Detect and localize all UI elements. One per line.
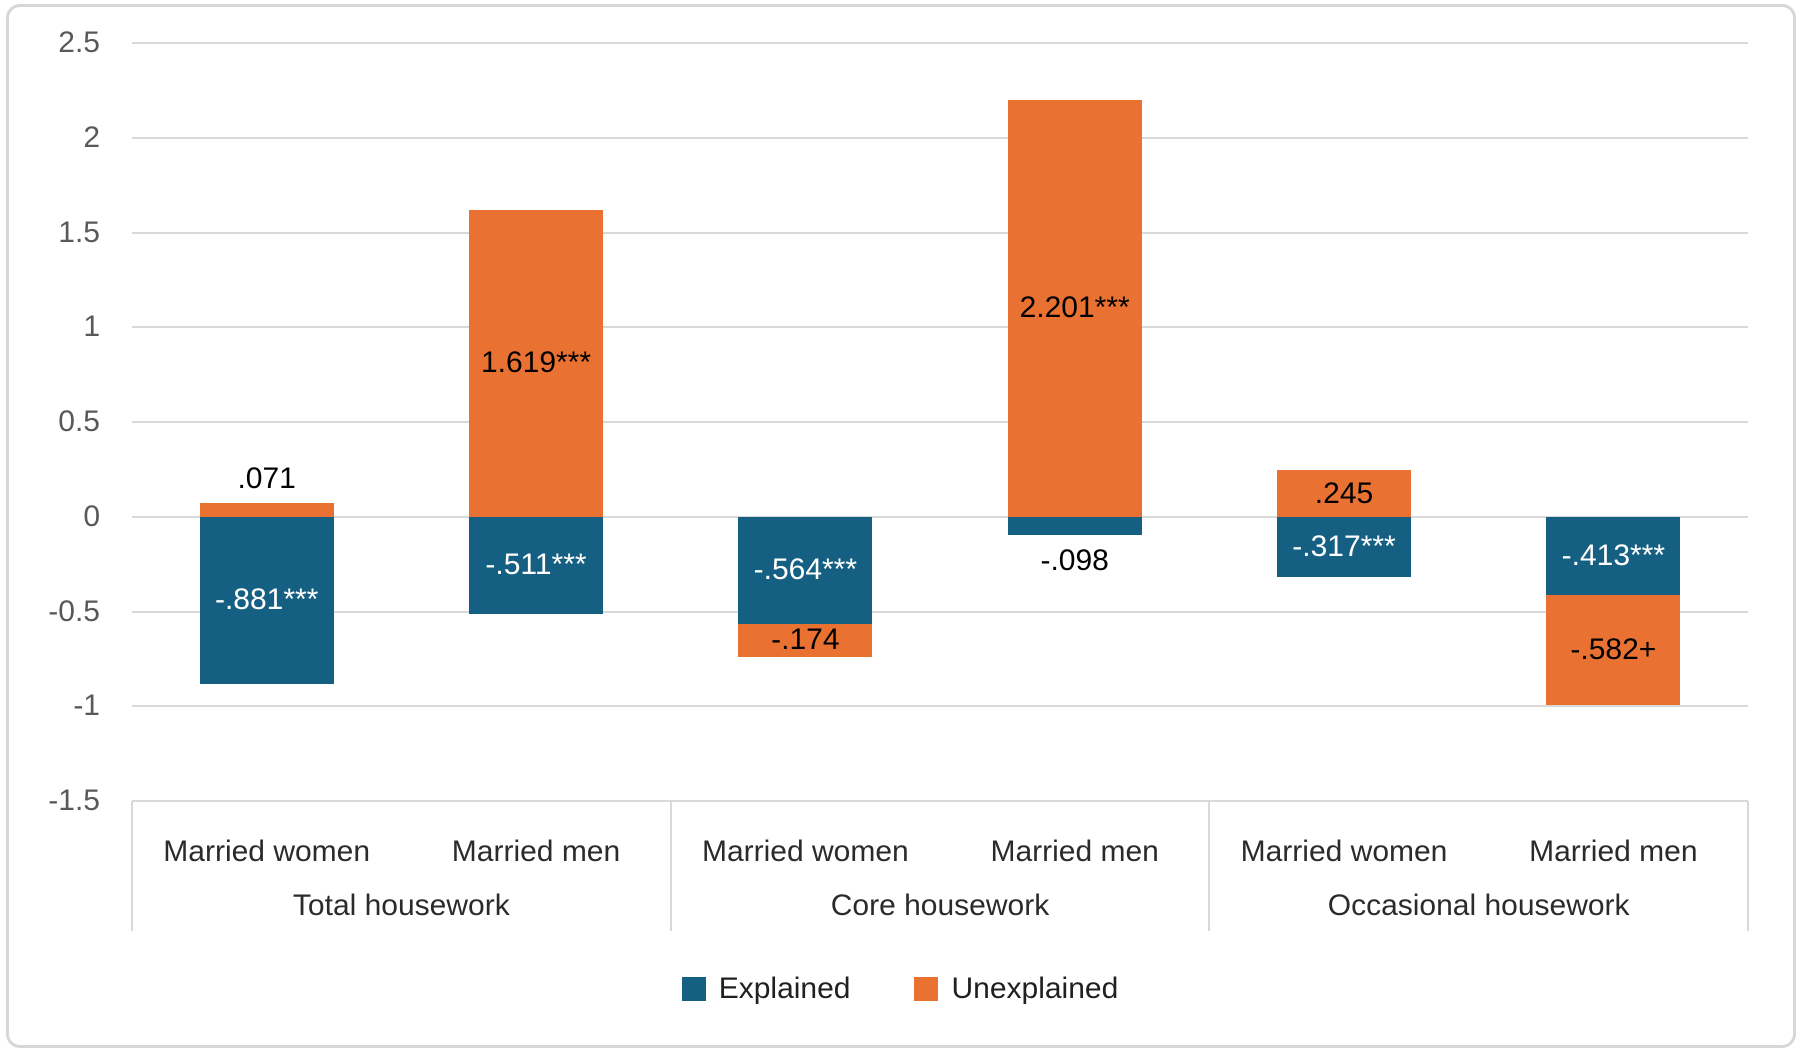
- legend-swatch-unexplained: [914, 977, 939, 1001]
- legend-item-explained: Explained: [681, 972, 851, 1006]
- group-label: Occasional housework: [1327, 889, 1630, 922]
- y-axis-tick-label: -1.5: [48, 784, 100, 817]
- data-label: -.098: [1040, 544, 1109, 578]
- bar-segment-unexplained: [469, 209, 603, 517]
- category-divider: [1208, 801, 1211, 931]
- data-label: .071: [237, 462, 296, 496]
- category-label: Married men: [990, 835, 1159, 868]
- data-label: -.564***: [753, 553, 858, 587]
- bar-segment-unexplained: [1277, 470, 1411, 517]
- gridline: [132, 326, 1748, 329]
- y-axis-tick-label: 0.5: [58, 405, 100, 438]
- gridline: [132, 610, 1748, 613]
- y-axis-tick-label: -1: [73, 689, 100, 723]
- bar-segment-explained: [1546, 516, 1681, 595]
- category-label: Married women: [1240, 835, 1448, 868]
- gridline: [132, 421, 1748, 423]
- bar-segment-unexplained: [738, 623, 873, 657]
- category-label: Married women: [163, 835, 371, 868]
- data-label: 1.619***: [480, 346, 592, 380]
- y-axis-tick-label: 1: [83, 310, 100, 344]
- gridline: [132, 42, 1748, 44]
- bar-segment-explained: [469, 516, 603, 614]
- legend-label: Unexplained: [951, 972, 1119, 1005]
- bar-segment-unexplained: [1007, 99, 1142, 517]
- gridline: [132, 705, 1748, 708]
- category-divider: [669, 801, 672, 931]
- gridline: [132, 231, 1748, 234]
- category-divider: [1747, 801, 1749, 931]
- data-label: -.317***: [1292, 529, 1396, 563]
- category-label: Married women: [701, 835, 909, 868]
- data-label: -.881***: [214, 583, 319, 617]
- gridline: [132, 136, 1748, 139]
- gridline: [132, 515, 1748, 518]
- data-label: 2.201***: [1019, 291, 1130, 325]
- legend-item-unexplained: Unexplained: [914, 972, 1118, 1006]
- data-label: -.413***: [1561, 538, 1666, 572]
- category-label: Married men: [451, 835, 621, 868]
- y-axis-tick-label: 0: [83, 499, 100, 533]
- data-label: -.511***: [485, 548, 587, 582]
- bar-segment-explained: [199, 516, 334, 684]
- group-label: Core housework: [830, 889, 1050, 922]
- y-axis-tick-label: 2: [83, 120, 100, 154]
- bar-segment-explained: [1007, 516, 1142, 536]
- data-label: .245: [1314, 476, 1374, 510]
- bar-segment-explained: [738, 516, 873, 624]
- group-label: Total housework: [292, 889, 510, 922]
- y-axis-tick-label: 1.5: [58, 215, 100, 249]
- data-label: -.582+: [1570, 633, 1657, 667]
- category-label: Married men: [1529, 835, 1698, 868]
- x-axis-line: [132, 800, 1748, 802]
- bar-segment-explained: [1277, 516, 1411, 577]
- bar-segment-unexplained: [199, 503, 334, 517]
- legend-label: Explained: [718, 972, 851, 1005]
- category-divider: [131, 801, 133, 931]
- y-axis-tick-label: -0.5: [48, 594, 100, 628]
- legend: Explained Unexplained: [0, 972, 1800, 1006]
- y-axis-tick-label: 2.5: [58, 26, 100, 59]
- bar-segment-unexplained: [1546, 595, 1681, 706]
- data-label: -.174: [771, 623, 840, 657]
- legend-swatch-explained: [681, 977, 706, 1001]
